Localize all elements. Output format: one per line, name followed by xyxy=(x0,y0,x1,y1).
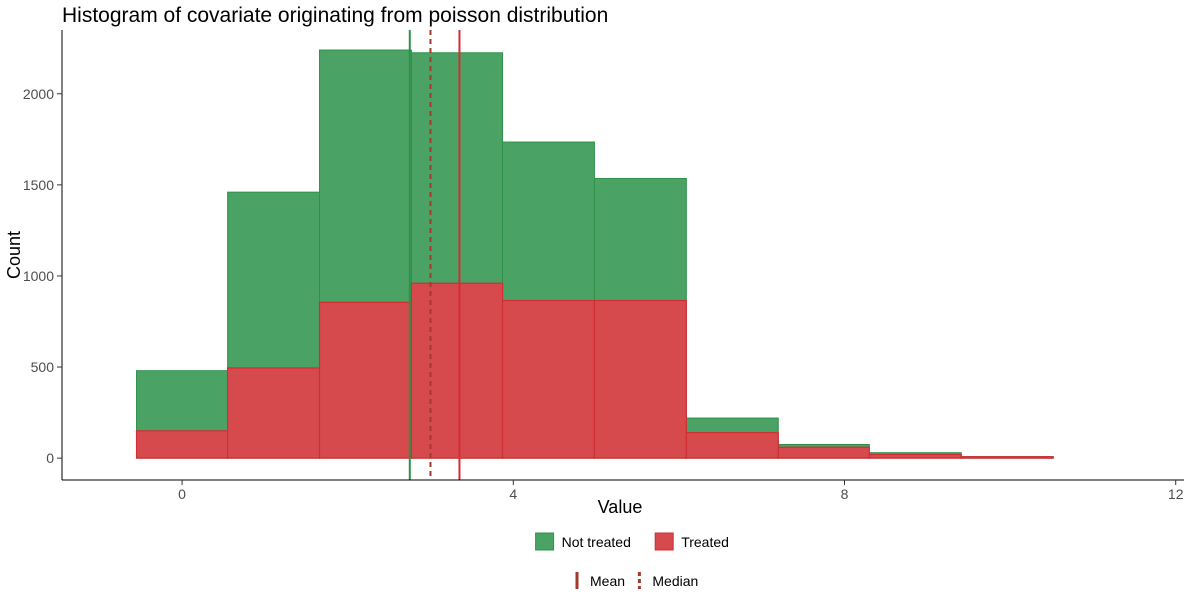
x-tick-label: 12 xyxy=(1168,486,1184,502)
legend-swatch-not-treated xyxy=(535,532,555,551)
bar-treated xyxy=(227,367,321,459)
bar-treated xyxy=(685,432,779,459)
legend-label-not-treated: Not treated xyxy=(562,534,631,550)
y-tick-label: 2000 xyxy=(23,86,54,102)
bar-treated xyxy=(960,456,1054,459)
y-tick-label: 500 xyxy=(31,359,55,375)
bar-treated xyxy=(501,299,596,459)
x-axis-title: Value xyxy=(598,497,643,517)
x-tick-label: 0 xyxy=(178,486,186,502)
chart-title: Histogram of covariate originating from … xyxy=(62,4,608,27)
y-tick-label: 1000 xyxy=(23,268,54,284)
legend-label-treated: Treated xyxy=(681,534,729,550)
y-tick-label: 0 xyxy=(46,450,54,466)
bar-treated xyxy=(868,453,962,459)
x-tick-label: 4 xyxy=(509,486,517,502)
legend-label-mean: Mean xyxy=(590,573,625,589)
x-tick-label: 8 xyxy=(841,486,849,502)
legend-label-median: Median xyxy=(652,573,698,589)
bar-treated xyxy=(777,446,870,459)
legend-fill: Not treated Treated xyxy=(535,532,729,551)
plot-area: 0 500 1000 1500 2000 0 4 8 12 xyxy=(23,30,1184,502)
bar-treated xyxy=(593,299,687,459)
bar-treated xyxy=(410,282,504,459)
bar-treated xyxy=(135,430,229,459)
bar-treated xyxy=(318,301,413,459)
legend-swatch-treated xyxy=(654,532,674,551)
y-axis-title: Count xyxy=(4,231,24,279)
legend-lines: Mean Median xyxy=(575,572,698,589)
y-tick-label: 1500 xyxy=(23,177,54,193)
